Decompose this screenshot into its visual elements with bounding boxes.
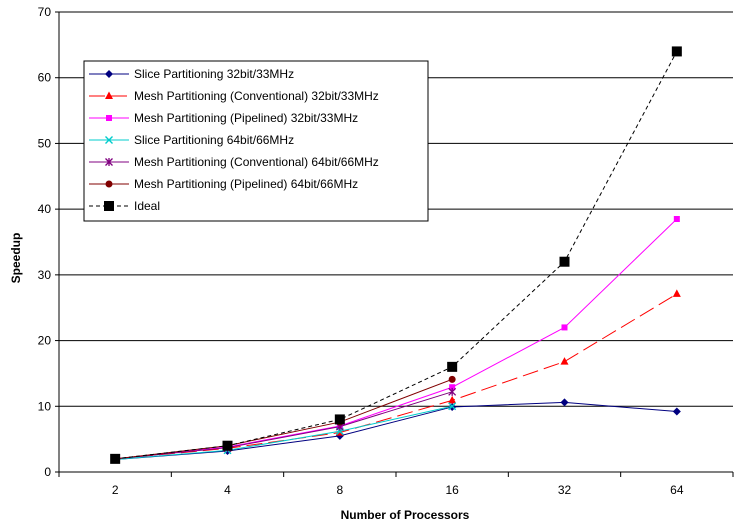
- series-2: [111, 289, 681, 462]
- y-tick-label: 0: [44, 465, 51, 479]
- y-tick-label: 50: [38, 136, 52, 150]
- data-point: [447, 361, 458, 372]
- data-point: [334, 414, 345, 425]
- y-tick-label: 60: [38, 71, 52, 85]
- data-point: [672, 407, 681, 416]
- series-line: [115, 51, 678, 460]
- series-line: [115, 391, 453, 460]
- series-7: [110, 46, 682, 464]
- series-5: [111, 387, 457, 463]
- y-tick-label: 40: [38, 202, 52, 216]
- legend-label: Slice Partitioning 32bit/33MHz: [134, 67, 294, 81]
- legend-marker: [106, 115, 112, 121]
- legend-label: Mesh Partitioning (Pipelined) 32bit/33MH…: [134, 111, 358, 125]
- data-point: [673, 216, 680, 222]
- data-point: [671, 46, 682, 57]
- legend-box: [83, 60, 429, 222]
- series-3: [112, 216, 680, 462]
- data-point: [448, 395, 457, 404]
- y-axis-title: Speedup: [9, 233, 23, 284]
- legend-label: Mesh Partitioning (Pipelined) 64bit/66MH…: [134, 177, 358, 191]
- axes: 0 10 20 30 40 50 60 70 2 4 8 16 32 64: [38, 5, 734, 497]
- y-tick-label: 20: [38, 334, 52, 348]
- data-point: [448, 387, 457, 396]
- x-tick-label: 8: [336, 483, 343, 497]
- y-tick-label: 10: [38, 399, 52, 413]
- legend-label: Ideal: [134, 199, 160, 213]
- x-tick-label: 64: [670, 483, 684, 497]
- legend-item: Ideal: [89, 199, 160, 213]
- series-line: [115, 378, 453, 460]
- series-line: [115, 218, 678, 460]
- data-point: [561, 324, 568, 331]
- data-point: [449, 384, 456, 391]
- x-tick-label: 32: [558, 483, 572, 497]
- data-point: [448, 375, 456, 383]
- legend-item: Slice Partitioning 32bit/33MHz: [89, 67, 294, 81]
- x-tick-label: 16: [445, 483, 459, 497]
- series-line: [115, 401, 677, 461]
- legend-marker: [105, 91, 113, 99]
- series-layer: [110, 46, 682, 464]
- legend-marker: [105, 158, 113, 166]
- legend-item: Mesh Partitioning (Pipelined) 64bit/66MH…: [89, 177, 358, 191]
- x-tick-label: 4: [224, 483, 231, 497]
- legend-marker: [105, 136, 113, 144]
- legend-marker: [105, 70, 113, 78]
- x-axis-title: Number of Processors: [341, 508, 470, 522]
- series-line: [115, 293, 678, 460]
- legend-item: Mesh Partitioning (Pipelined) 32bit/33MH…: [89, 111, 358, 125]
- data-point: [560, 357, 569, 365]
- legend-marker: [104, 201, 114, 211]
- data-point: [672, 289, 681, 297]
- legend-label: Mesh Partitioning (Conventional) 32bit/3…: [134, 89, 379, 103]
- series-line: [115, 405, 453, 461]
- data-point: [560, 398, 569, 407]
- legend-item: Mesh Partitioning (Conventional) 32bit/3…: [89, 89, 379, 103]
- data-point: [222, 440, 233, 451]
- y-tick-label: 70: [38, 5, 52, 19]
- legend: Slice Partitioning 32bit/33MHz Mesh Parti…: [83, 60, 429, 222]
- legend-item: Mesh Partitioning (Conventional) 64bit/6…: [89, 155, 379, 169]
- x-tick-label: 2: [112, 483, 119, 497]
- data-point: [559, 256, 570, 267]
- legend-label: Mesh Partitioning (Conventional) 64bit/6…: [134, 155, 379, 169]
- series-1: [111, 398, 681, 464]
- legend-label: Slice Partitioning 64bit/66MHz: [134, 133, 294, 147]
- legend-marker: [105, 180, 113, 188]
- data-point: [110, 453, 121, 464]
- legend-item: Slice Partitioning 64bit/66MHz: [89, 133, 294, 147]
- data-point: [448, 402, 457, 411]
- y-tick-label: 30: [38, 268, 52, 282]
